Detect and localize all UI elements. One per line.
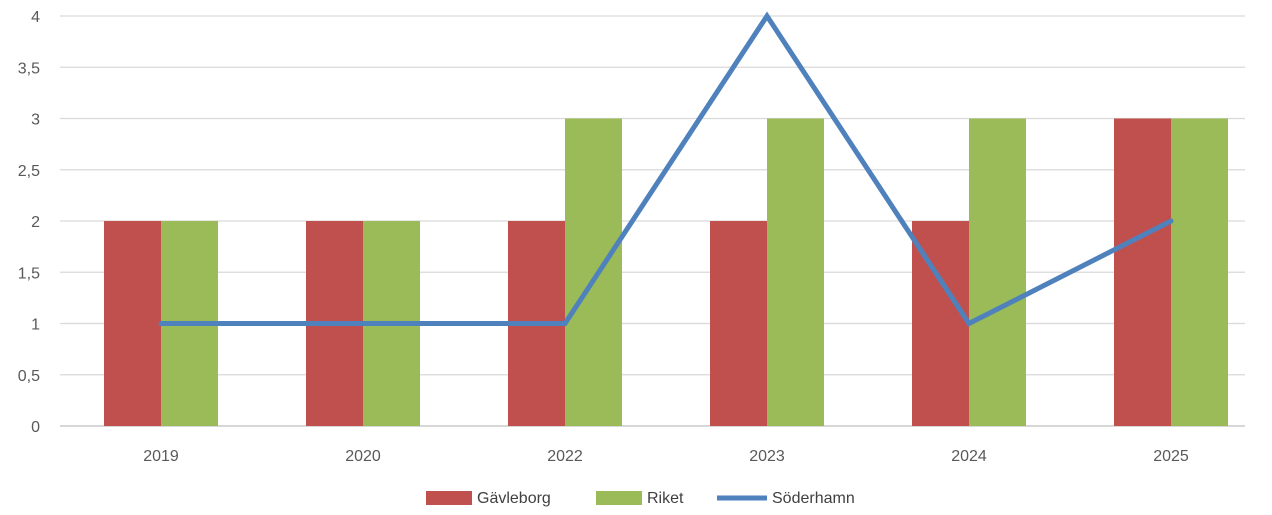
bar-riket xyxy=(565,118,622,426)
y-tick-label: 3 xyxy=(31,112,40,129)
y-tick-label: 2 xyxy=(31,214,40,231)
y-tick-label: 3,5 xyxy=(18,60,40,77)
bar-riket xyxy=(1171,118,1228,426)
x-tick-label: 2019 xyxy=(143,448,179,465)
y-tick-label: 1 xyxy=(31,317,40,334)
y-tick-label: 0,5 xyxy=(18,368,40,385)
legend-label-riket: Riket xyxy=(647,490,684,507)
legend-label-söderhamn: Söderhamn xyxy=(772,490,855,507)
x-tick-label: 2020 xyxy=(345,448,381,465)
x-tick-label: 2022 xyxy=(547,448,583,465)
legend-label-gävleborg: Gävleborg xyxy=(477,490,551,507)
y-tick-label: 4 xyxy=(31,9,40,26)
legend-swatch-riket xyxy=(596,491,642,505)
legend-swatch-gävleborg xyxy=(426,491,472,505)
y-axis-tick-labels: 0 0,5 1 1,5 2 2,5 3 3,5 4 xyxy=(18,9,40,436)
x-tick-label: 2025 xyxy=(1153,448,1189,465)
y-tick-label: 2,5 xyxy=(18,163,40,180)
bar-gävleborg xyxy=(104,221,161,426)
bar-gävleborg xyxy=(710,221,767,426)
bar-riket xyxy=(767,118,824,426)
line-series xyxy=(158,11,1174,327)
line-söderhamn xyxy=(158,11,1174,327)
legend: Gävleborg Riket Söderhamn xyxy=(426,490,855,507)
gridlines xyxy=(60,15,1245,427)
x-tick-label: 2023 xyxy=(749,448,785,465)
x-tick-label: 2024 xyxy=(951,448,987,465)
y-tick-label: 1,5 xyxy=(18,265,40,282)
bar-gävleborg xyxy=(1114,118,1171,426)
x-axis-tick-labels: 2019 2020 2022 2023 2024 2025 xyxy=(143,448,1189,465)
bar-riket xyxy=(969,118,1026,426)
y-tick-label: 0 xyxy=(31,419,40,436)
